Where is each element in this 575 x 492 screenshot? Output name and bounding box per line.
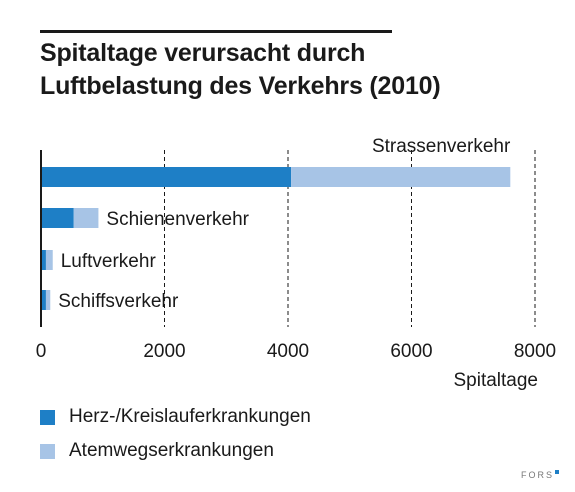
legend-label-herz: Herz-/Kreislauferkrankungen (69, 406, 311, 427)
brand-logo: FORS (521, 470, 559, 480)
legend-swatch-atemweg (40, 443, 55, 459)
legend: Herz-/Kreislauferkrankungen Atemwegserkr… (40, 400, 311, 468)
x-axis-label: Spitaltage (453, 370, 538, 391)
category-labels: Strassenverkehr Schienenverkehr Luftverkeh… (58, 136, 511, 312)
category-label-schiffsverkehr: Schiffsverkehr (58, 291, 179, 312)
x-tick-label-6000: 6000 (390, 341, 432, 362)
x-tick-label-4000: 4000 (267, 341, 309, 362)
bars (41, 167, 511, 310)
bar-luftverkehr-herz (41, 250, 46, 270)
category-label-strassenverkehr: Strassenverkehr (372, 136, 511, 157)
brand-text: FORS (520, 470, 554, 480)
x-tick-label-8000: 8000 (514, 341, 556, 362)
category-label-schienenverkehr: Schienenverkehr (106, 209, 249, 230)
bar-luftverkehr-atemweg (45, 250, 53, 270)
legend-swatch-herz (40, 409, 55, 425)
x-tick-label-2000: 2000 (143, 341, 185, 362)
bar-strassenverkehr-herz (41, 167, 292, 187)
bar-strassenverkehr-atemweg (291, 167, 511, 187)
chart-title: Spitaltage verursacht durch Luftbelastun… (40, 37, 560, 103)
legend-label-atemweg: Atemwegserkrankungen (69, 440, 274, 461)
brand-mark-icon (555, 470, 559, 474)
chart-title-line-2: Luftbelastung des Verkehrs (2010) (40, 72, 441, 100)
title-rule (40, 30, 392, 33)
bar-schienenverkehr-herz (41, 208, 74, 228)
legend-item-herz: Herz-/Kreislauferkrankungen (40, 400, 311, 434)
bar-schienenverkehr-atemweg (73, 208, 99, 228)
chart-title-line-1: Spitaltage verursacht durch (40, 39, 366, 67)
bar-chart: Strassenverkehr Schienenverkehr Luftverkeh… (36, 136, 556, 391)
bar-schiffsverkehr-atemweg (45, 290, 51, 310)
bar-schiffsverkehr-herz (41, 290, 46, 310)
legend-item-atemweg: Atemwegserkrankungen (40, 434, 311, 468)
x-tick-label-0: 0 (36, 341, 47, 362)
category-label-luftverkehr: Luftverkehr (61, 251, 157, 272)
x-tick-labels: 0 2000 4000 6000 8000 (36, 341, 556, 362)
